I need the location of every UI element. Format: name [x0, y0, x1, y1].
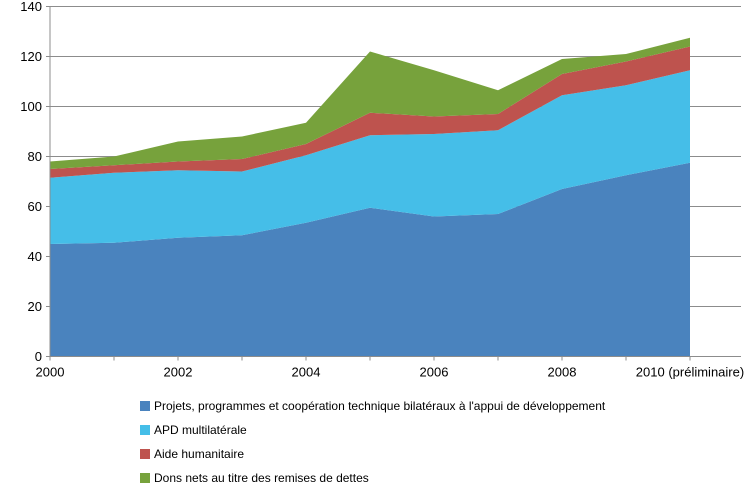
y-tick-label: 40 [28, 249, 42, 264]
legend-swatch-icon [140, 401, 150, 411]
x-tick-label: 2006 [420, 365, 449, 380]
legend-item-3: Dons nets au titre des remises de dettes [140, 466, 605, 490]
legend-item-0: Projets, programmes et coopération techn… [140, 394, 605, 418]
x-tick-label: 2004 [292, 365, 321, 380]
legend-swatch-icon [140, 449, 150, 459]
y-tick-label: 60 [28, 199, 42, 214]
y-tick-label: 0 [35, 349, 42, 364]
chart-legend: Projets, programmes et coopération techn… [140, 394, 605, 490]
legend-swatch-icon [140, 425, 150, 435]
y-tick-label: 80 [28, 149, 42, 164]
legend-item-1: APD multilatérale [140, 418, 605, 442]
legend-item-2: Aide humanitaire [140, 442, 605, 466]
y-tick-label: 120 [20, 49, 42, 64]
x-tick-label: 2008 [548, 365, 577, 380]
y-tick-label: 20 [28, 299, 42, 314]
area-series-group [50, 37, 690, 357]
x-tick-label: 2002 [164, 365, 193, 380]
x-tick-label: 2000 [36, 365, 65, 380]
area-series-1 [50, 70, 690, 244]
legend-label: APD multilatérale [154, 423, 247, 437]
y-tick-label: 100 [20, 99, 42, 114]
area-series-3 [50, 37, 690, 169]
area-series-0 [50, 162, 690, 357]
legend-label: Projets, programmes et coopération techn… [154, 399, 606, 413]
x-axis-ticks: 2000 2002 2004 2006 2008 2010 (préliminaire) [36, 356, 744, 380]
legend-swatch-icon [140, 473, 150, 483]
y-tick-label: 140 [20, 0, 42, 14]
legend-label: Dons nets au titre des remises de dettes [154, 471, 369, 485]
legend-label: Aide humanitaire [154, 447, 245, 461]
y-axis-ticks: 0 20 40 60 80 100 120 140 [20, 0, 50, 364]
x-tick-label: 2010 (préliminaire) [636, 365, 744, 380]
